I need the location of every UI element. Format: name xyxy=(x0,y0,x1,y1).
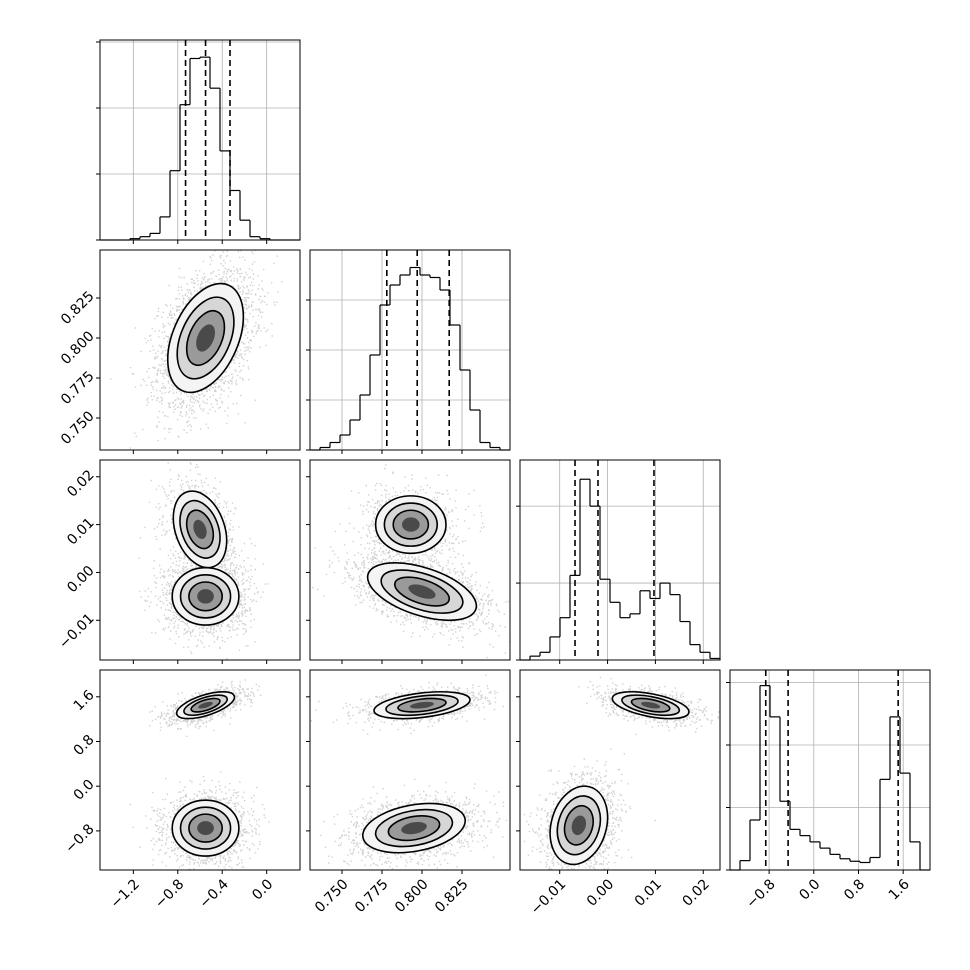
y-tick-label: 0.750 xyxy=(58,408,98,448)
panel-frame xyxy=(729,669,931,871)
density-contour xyxy=(197,589,214,604)
panel-frame xyxy=(519,669,721,871)
density-contour xyxy=(401,821,427,835)
density-contour xyxy=(193,519,207,539)
density-contour xyxy=(197,821,214,836)
y-tick-label: −0.01 xyxy=(56,611,98,653)
y-tick-label: 0.800 xyxy=(58,328,98,368)
panel-background xyxy=(310,460,510,660)
x-tick-label: −0.8 xyxy=(152,876,187,911)
x-tick-label: −0.01 xyxy=(528,876,570,918)
panel-background xyxy=(520,460,720,660)
density-contour xyxy=(402,517,420,532)
histogram-riser xyxy=(529,479,721,660)
panel-frame xyxy=(99,669,301,871)
y-tick-label: 0.01 xyxy=(64,515,97,548)
x-tick-label: 0.750 xyxy=(312,876,352,916)
scatter-cloud xyxy=(138,462,269,660)
panel-frame xyxy=(99,39,301,241)
x-tick-label: −0.4 xyxy=(197,876,232,911)
x-tick-label: 0.800 xyxy=(392,876,432,916)
panel-background xyxy=(730,670,930,870)
density-contour xyxy=(408,584,436,599)
y-tick-label: −0.8 xyxy=(62,821,97,856)
x-tick-label: 0.775 xyxy=(352,876,392,916)
scatter-cloud xyxy=(523,676,720,870)
panel-background xyxy=(100,40,300,240)
density-panel xyxy=(310,670,510,870)
density-panel xyxy=(310,460,510,660)
density-contour xyxy=(410,701,435,709)
x-tick-label: 1.6 xyxy=(886,876,913,903)
y-tick-label: 0.02 xyxy=(64,467,97,500)
y-tick-label: 0.0 xyxy=(71,777,98,804)
y-tick-label: 0.8 xyxy=(71,732,98,759)
panel-frame xyxy=(309,669,511,871)
x-tick-label: −1.2 xyxy=(108,876,143,911)
density-contour xyxy=(196,324,216,352)
y-tick-label: 0.825 xyxy=(58,288,98,328)
histogram-riser xyxy=(739,685,921,870)
density-contour xyxy=(198,701,213,709)
x-tick-label: 0.8 xyxy=(841,876,868,903)
panel-frame xyxy=(99,459,301,661)
density-panel xyxy=(100,670,300,870)
density-panel xyxy=(520,670,720,870)
x-tick-label: 0.00 xyxy=(584,876,617,909)
y-tick-label: 0.00 xyxy=(64,563,97,596)
y-tick-label: 0.775 xyxy=(58,368,98,408)
panel-frame xyxy=(309,459,511,661)
y-tick-label: 1.6 xyxy=(71,687,98,714)
x-tick-label: −0.8 xyxy=(743,876,778,911)
x-tick-label: 0.02 xyxy=(680,876,713,909)
x-tick-label: 0.0 xyxy=(249,876,276,903)
density-contour xyxy=(571,815,587,836)
histogram-riser xyxy=(129,57,271,240)
density-panel xyxy=(100,460,300,660)
density-panel xyxy=(100,250,300,450)
panel-frame xyxy=(519,459,721,661)
x-tick-label: 0.0 xyxy=(796,876,823,903)
x-tick-label: 0.01 xyxy=(632,876,665,909)
panel-frame xyxy=(99,249,301,451)
x-tick-label: 0.825 xyxy=(432,876,472,916)
panel-frame xyxy=(309,249,511,451)
histogram-riser xyxy=(319,267,501,450)
